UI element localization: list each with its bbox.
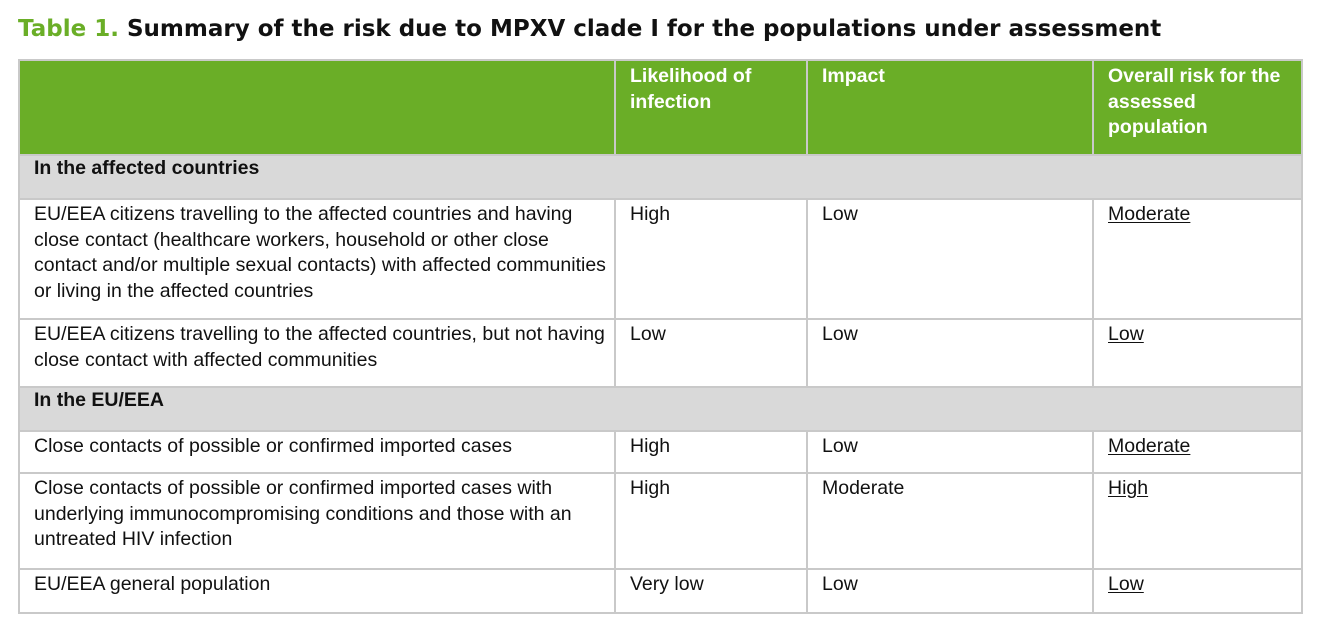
likelihood-cell: High [614, 198, 808, 320]
overall-risk-link[interactable]: Low [1108, 573, 1144, 595]
table-caption-label: Table 1. [18, 16, 119, 42]
population-cell: EU/EEA citizens travelling to the affect… [18, 198, 616, 320]
section-row-eu-eea: In the EU/EEA [18, 386, 1303, 432]
overall-risk-link[interactable]: High [1108, 477, 1149, 499]
overall-risk-cell: Moderate [1092, 430, 1303, 474]
section-row-affected-countries: In the affected countries [18, 154, 1303, 200]
impact-cell: Low [806, 198, 1094, 320]
overall-risk-link[interactable]: Moderate [1108, 435, 1191, 457]
table-header-row: Likelihood of infection Impact Overall r… [18, 59, 1303, 156]
overall-risk-link[interactable]: Moderate [1108, 203, 1191, 225]
likelihood-cell: High [614, 430, 808, 474]
population-cell: EU/EEA general population [18, 568, 616, 614]
table-row: Close contacts of possible or confirmed … [18, 430, 1303, 474]
table-row: EU/EEA general population Very low Low L… [18, 568, 1303, 614]
table-caption: Table 1. Summary of the risk due to MPXV… [18, 14, 1161, 44]
overall-risk-cell: Moderate [1092, 198, 1303, 320]
impact-cell: Low [806, 568, 1094, 614]
population-cell: Close contacts of possible or confirmed … [18, 472, 616, 570]
population-cell: Close contacts of possible or confirmed … [18, 430, 616, 474]
header-impact: Impact [806, 59, 1094, 156]
table-caption-title: Summary of the risk due to MPXV clade I … [126, 16, 1162, 42]
impact-cell: Low [806, 430, 1094, 474]
table-row: Close contacts of possible or confirmed … [18, 472, 1303, 570]
impact-cell: Low [806, 318, 1094, 388]
likelihood-cell: High [614, 472, 808, 570]
overall-risk-link[interactable]: Low [1108, 323, 1144, 345]
impact-cell: Moderate [806, 472, 1094, 570]
section-title: In the affected countries [18, 154, 1303, 200]
overall-risk-cell: Low [1092, 318, 1303, 388]
overall-risk-cell: High [1092, 472, 1303, 570]
table-row: EU/EEA citizens travelling to the affect… [18, 198, 1303, 320]
table-row: EU/EEA citizens travelling to the affect… [18, 318, 1303, 388]
likelihood-cell: Very low [614, 568, 808, 614]
population-cell: EU/EEA citizens travelling to the affect… [18, 318, 616, 388]
overall-risk-cell: Low [1092, 568, 1303, 614]
likelihood-cell: Low [614, 318, 808, 388]
section-title: In the EU/EEA [18, 386, 1303, 432]
header-population [18, 59, 616, 156]
header-likelihood: Likelihood of infection [614, 59, 808, 156]
risk-summary-table: Likelihood of infection Impact Overall r… [18, 59, 1303, 614]
header-overall-risk: Overall risk for the assessed population [1092, 59, 1303, 156]
